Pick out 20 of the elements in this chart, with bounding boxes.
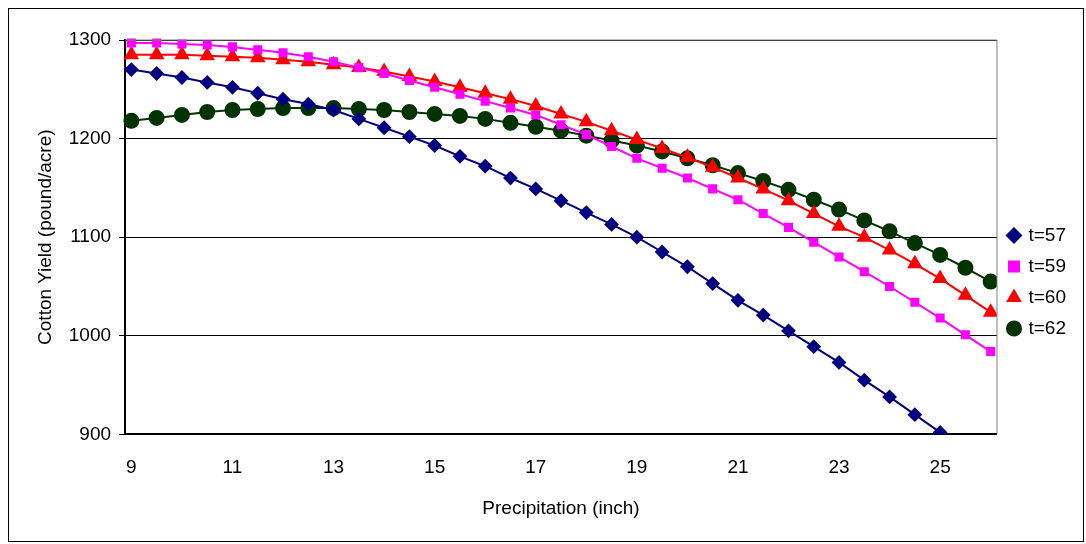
y-tick-label: 1300: [68, 28, 112, 50]
x-tick-label: 9: [126, 456, 137, 478]
legend-label: t=62: [1028, 316, 1067, 338]
x-tick-label: 15: [424, 456, 446, 478]
y-axis-title: Cotton Yield (pound/acre): [33, 129, 55, 345]
y-tick-label: 900: [79, 422, 112, 444]
x-tick-label: 13: [323, 456, 345, 478]
legend-label: t=60: [1028, 285, 1067, 307]
x-tick-label: 21: [727, 456, 749, 478]
legend-label: t=57: [1028, 223, 1067, 245]
legend-label: t=59: [1028, 254, 1067, 276]
y-tick-label: 1200: [68, 126, 112, 148]
x-axis-title: Precipitation (inch): [482, 496, 640, 518]
x-tick-label: 23: [828, 456, 850, 478]
x-tick-label: 19: [626, 456, 648, 478]
y-tick-label: 1000: [68, 324, 112, 346]
x-tick-label: 11: [222, 456, 243, 478]
x-tick-label: 25: [929, 456, 951, 478]
y-tick-label: 1100: [70, 225, 112, 247]
x-tick-label: 17: [525, 456, 547, 478]
